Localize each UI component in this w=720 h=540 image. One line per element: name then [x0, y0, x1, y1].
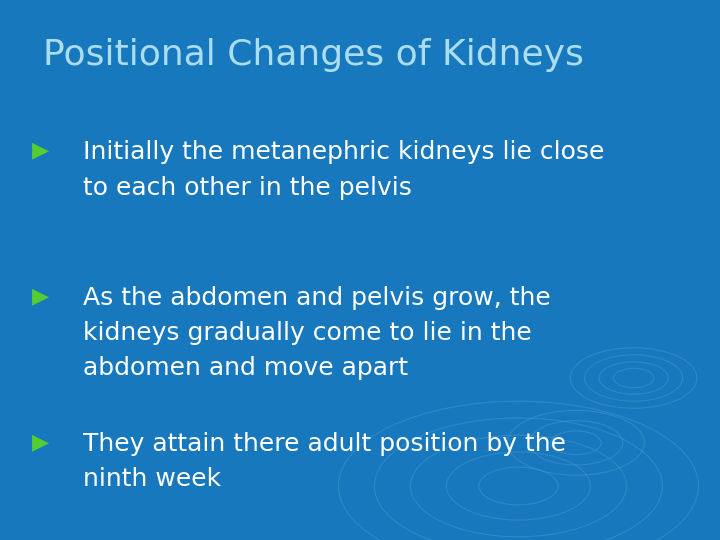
Text: ▶: ▶	[32, 432, 50, 452]
Text: Initially the metanephric kidneys lie close: Initially the metanephric kidneys lie cl…	[83, 140, 604, 164]
Text: ninth week: ninth week	[83, 467, 221, 491]
Text: Positional Changes of Kidneys: Positional Changes of Kidneys	[43, 38, 584, 72]
Text: As the abdomen and pelvis grow, the: As the abdomen and pelvis grow, the	[83, 286, 551, 310]
Text: They attain there adult position by the: They attain there adult position by the	[83, 432, 566, 456]
Text: ▶: ▶	[32, 140, 50, 160]
Text: abdomen and move apart: abdomen and move apart	[83, 356, 408, 380]
Text: to each other in the pelvis: to each other in the pelvis	[83, 176, 412, 199]
Text: kidneys gradually come to lie in the: kidneys gradually come to lie in the	[83, 321, 531, 345]
Text: ▶: ▶	[32, 286, 50, 306]
